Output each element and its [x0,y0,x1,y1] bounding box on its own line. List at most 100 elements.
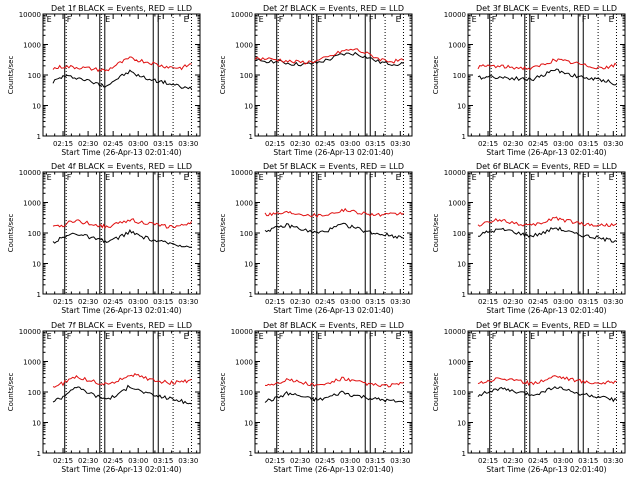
y-tick-label: 10 [457,261,466,269]
x-tick-label: 03:30 [390,298,410,306]
marker-letter: F [67,15,72,24]
x-axis-label: Start Time (26-Apr-13 02:01:40) [273,306,393,315]
x-tick-label: 03:30 [603,298,623,306]
marker-letter: E [609,15,614,24]
marker-letter: E [472,173,477,182]
y-tick-label: 100 [453,230,466,238]
lld-series-line [52,56,192,73]
marker-letter: E [609,173,614,182]
marker-letter: E [472,15,477,24]
events-series-line [264,390,404,404]
marker-letter: E [396,332,401,341]
panel-title: Det 4f BLACK = Events, RED = LLD [51,162,192,171]
marker-letter: E [259,332,264,341]
x-tick-label: 03:30 [603,140,623,148]
marker-letter: F [369,173,374,182]
panel-3: Det 3f BLACK = Events, RED = LLD 1 10 100 10… [432,4,626,157]
lld-series-line [254,48,404,65]
x-tick-label: 03:30 [390,457,410,465]
marker-letter: F [67,173,72,182]
x-axis-label: Start Time (26-Apr-13 02:01:40) [486,148,606,157]
y-tick-label: 1 [462,291,466,299]
marker-letter: E [317,332,322,341]
marker-letter: E [105,173,110,182]
y-tick-label: 10000 [19,328,41,336]
x-tick-label: 02:15 [53,457,73,465]
y-tick-label: 10 [244,103,253,111]
marker-letter: F [279,15,284,24]
y-tick-label: 100 [240,72,253,80]
y-tick-label: 1 [249,450,253,458]
y-tick-label: 10000 [444,11,466,19]
x-tick-label: 02:15 [265,298,285,306]
x-tick-label: 02:15 [478,298,498,306]
y-tick-label: 1 [249,133,253,141]
x-axis-label: Start Time (26-Apr-13 02:01:40) [61,148,181,157]
x-tick-label: 02:15 [478,140,498,148]
x-tick-label: 03:00 [340,298,360,306]
y-tick-label: 1000 [235,42,253,50]
x-tick-label: 03:00 [340,140,360,148]
marker-letter: F [67,332,72,341]
marker-letter: F [369,332,374,341]
y-tick-label: 100 [453,72,466,80]
x-tick-label: 02:45 [528,298,548,306]
marker-letter: E [396,15,401,24]
marker-letter: E [530,15,535,24]
x-tick-label: 03:15 [578,140,598,148]
lld-series-line [264,376,404,388]
y-axis-label: Counts/sec [7,214,15,253]
marker-letter: E [530,173,535,182]
y-tick-label: 10 [244,420,253,428]
panel-title: Det 8f BLACK = Events, RED = LLD [263,321,404,330]
x-tick-label: 03:00 [553,457,573,465]
marker-letter: E [472,332,477,341]
y-tick-label: 10000 [444,328,466,336]
marker-letter: E [317,15,322,24]
panel-4: Det 4f BLACK = Events, RED = LLD 1 10 100 10… [7,162,201,315]
y-tick-label: 10 [32,261,41,269]
x-tick-label: 03:15 [153,298,173,306]
marker-letter: F [157,173,162,182]
y-tick-label: 10000 [444,169,466,177]
x-tick-label: 02:45 [528,140,548,148]
x-tick-label: 03:30 [603,457,623,465]
x-tick-label: 03:00 [553,140,573,148]
y-tick-label: 1 [37,450,41,458]
events-series-line [52,384,192,405]
x-tick-label: 02:15 [265,140,285,148]
x-axis-label: Start Time (26-Apr-13 02:01:40) [273,148,393,157]
y-tick-label: 10 [32,420,41,428]
y-tick-label: 1000 [235,200,253,208]
x-tick-label: 02:15 [53,298,73,306]
marker-letter: E [259,15,264,24]
y-tick-label: 1 [37,291,41,299]
y-axis-label: Counts/sec [219,56,227,95]
y-tick-label: 10000 [231,169,253,177]
x-tick-label: 03:30 [178,298,198,306]
y-tick-label: 100 [28,230,41,238]
marker-letter: E [317,173,322,182]
y-axis-label: Counts/sec [219,214,227,253]
x-tick-label: 02:15 [53,140,73,148]
events-series-line [478,226,617,243]
x-tick-label: 02:30 [290,298,310,306]
marker-letter: F [157,15,162,24]
y-tick-label: 1 [249,291,253,299]
marker-letter: F [492,332,497,341]
panel-title: Det 9f BLACK = Events, RED = LLD [476,321,617,330]
y-axis-label: Counts/sec [432,373,440,412]
y-tick-label: 1000 [448,359,466,367]
x-tick-label: 03:00 [128,140,148,148]
x-axis-label: Start Time (26-Apr-13 02:01:40) [486,306,606,315]
x-tick-label: 03:30 [178,140,198,148]
y-tick-label: 1000 [23,200,41,208]
x-tick-label: 02:45 [315,298,335,306]
panel-title: Det 7f BLACK = Events, RED = LLD [51,321,192,330]
y-tick-label: 1 [462,450,466,458]
x-tick-label: 03:15 [365,457,385,465]
y-tick-label: 10 [32,103,41,111]
panel-5: Det 5f BLACK = Events, RED = LLD 1 10 100 10… [219,162,413,315]
marker-letter: E [609,332,614,341]
